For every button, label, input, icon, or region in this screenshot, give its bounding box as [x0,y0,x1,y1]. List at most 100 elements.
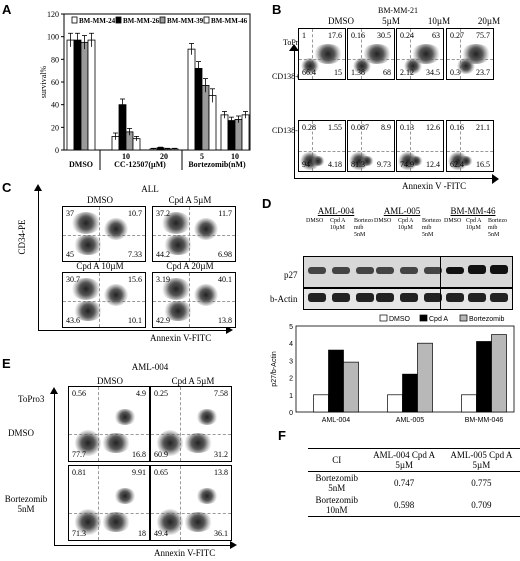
col-label-5um: 5µM [382,16,400,26]
quadrant-value: 30.5 [377,31,391,40]
bar [87,39,96,151]
p27-band [400,267,418,274]
quadrant-value: 68 [383,68,391,77]
quadrant-value: 12.6 [426,123,440,132]
quadrant-gate-vertical [99,273,101,327]
quadrant-gate-vertical [189,273,191,327]
panel-label-a: A [2,2,12,17]
lane-label: Cpd A 10µM [398,218,414,231]
col-label-e-cpda: Cpd A 5µM [171,376,215,386]
legend-swatch [159,16,166,24]
y-tick-label: 100 [47,33,59,42]
legend-swatch [115,16,122,24]
quadrant-gate-vertical [409,29,411,79]
quadrant-value: 17.6 [328,31,342,40]
legend-swatch [459,314,468,322]
quadrant-value: 34.5 [426,68,440,77]
cell-population [310,156,325,166]
ci-header-aml004: AML-004 Cpd A 5µM [365,448,443,472]
quadrant-gate-horizontal [299,151,345,152]
quadrant-value: 23.7 [476,68,490,77]
quadrant-value: 36.1 [214,529,228,538]
y-tick-label: 4 [289,341,293,348]
ylabel-topro3: ToPro3 [283,38,307,47]
group-aml-004: AML-004 [317,206,355,216]
y-tick-label: 80 [51,55,59,64]
plot-label-cpda-5: Cpd A 5µM [168,195,212,205]
cell-population [162,301,193,322]
quadrant-value: 4.9 [136,389,146,398]
bar [66,39,75,151]
flow-plot-cd138-pos: 0.24 63 2.12 34.5 [396,28,444,80]
bar [73,39,82,151]
cell-population [113,488,136,505]
quadrant-value: 16.5 [476,160,490,169]
quadrant-value: 1.55 [328,123,342,132]
col-label-e-dmso: DMSO [96,376,123,386]
cell-population [72,235,103,256]
bar [402,373,418,413]
ci-value: 0.775 [471,478,492,488]
bactin-band [490,293,508,302]
row-label-e-bortezomib: Bortezomib 5nM [4,494,48,514]
lane-label: DMSO [306,218,324,224]
bactin-band [468,293,486,302]
col-label-20um: 20µM [477,16,501,26]
ci-header-ci: CI [308,448,366,472]
quadrant-value: 15.6 [128,275,142,284]
legend-swatch [379,314,388,322]
bar [80,41,89,151]
quadrant-value: 77.7 [72,450,86,459]
bar [343,361,359,413]
ci-row: Bortezomib 10nM 0.598 0.709 [308,494,520,517]
lane-label: Cpd A 10µM [466,218,482,231]
quadrant-value: 9.91 [132,468,146,477]
plot-label-dmso: DMSO [86,195,113,205]
panel-c-ylabel: CD34-PE [17,219,27,255]
row-label-e-dmso: DMSO [8,428,35,438]
quadrant-value: 31.2 [214,450,228,459]
quadrant-gate-horizontal [153,301,235,303]
group-label-bortezomib: Bortezomib(nM) [188,160,246,169]
bar [476,341,492,413]
bactin-band [308,293,326,302]
lane-label: DMSO [374,218,392,224]
panel-e-x-arrow-icon [230,541,237,549]
bactin-band [446,293,464,302]
quadrant-value: 13.8 [218,316,232,325]
cell-population [460,44,491,64]
flow-plot-all: 37.2 11.7 44.2 6.98 [152,206,236,262]
cell-population [183,511,213,532]
quadrant-value: 94 [302,160,310,169]
flow-plot-all: 3.19 40.1 42.9 13.8 [152,272,236,328]
ci-row-label: Bortezomib 5nM [315,473,359,493]
cell-population [101,511,131,532]
p27-band [424,267,442,274]
cell-population [113,409,136,426]
quadrant-value: 71.3 [72,529,86,538]
legend-label: Bortezomib [469,316,505,323]
y-tick-label: 20 [51,123,59,132]
y-tick-label: 120 [47,10,59,19]
quadrant-gate-vertical [97,387,99,461]
cell-population [71,278,102,301]
cell-population [104,283,128,306]
y-tick-label: 0 [55,146,59,155]
quadrant-gate-vertical [360,121,362,171]
col-label-dmso: DMSO [327,16,354,26]
quadrant-value: 4.18 [328,160,342,169]
cell-population [157,429,184,456]
quadrant-value: 3.19 [156,275,170,284]
quadrant-gate-vertical [360,29,362,79]
quadrant-gate-vertical [459,29,461,79]
quadrant-gate-vertical [311,121,313,171]
survival-bar-chart: 0 20 40 60 80 100 120 survival% BM-MM-24 BM-MM-26… [39,10,251,172]
y-tick-label: 40 [51,101,59,110]
quadrant-value: 43.6 [66,316,80,325]
quadrant-value: 0.56 [72,389,86,398]
lane-label: Bortezomib 5nM [488,218,507,238]
flow-plot-cd138-neg: 0.16 21.1 62.4 16.5 [446,120,494,172]
quadrant-value: 74.9 [400,160,414,169]
band-label-p27: p27 [284,270,298,280]
quadrant-value: 18 [138,529,146,538]
